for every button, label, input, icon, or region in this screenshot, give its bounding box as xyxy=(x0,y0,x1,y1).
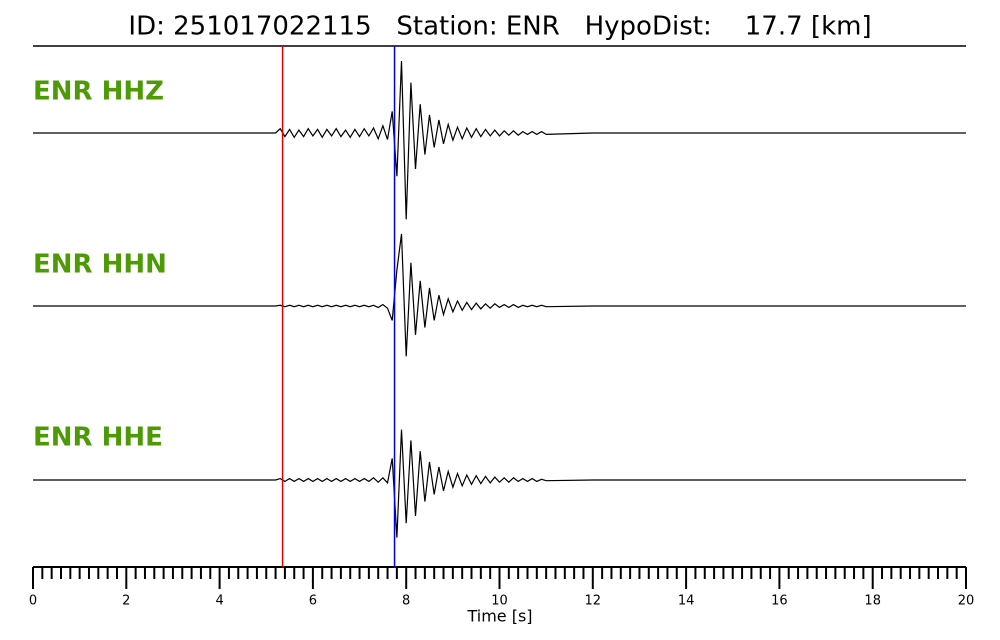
x-tick-label: 14 xyxy=(678,594,695,609)
x-tick-label: 4 xyxy=(215,594,223,609)
waveform xyxy=(33,429,966,538)
x-tick-label: 18 xyxy=(864,594,881,609)
chart-title: ID: 251017022115 Station: ENR HypoDist: … xyxy=(128,12,871,42)
waveform xyxy=(33,233,966,357)
x-axis-label: Time [s] xyxy=(466,607,532,626)
waveform xyxy=(33,60,966,220)
trace-label: ENR HHE xyxy=(33,423,163,453)
trace-label: ENR HHN xyxy=(33,250,167,280)
x-tick-label: 2 xyxy=(122,594,130,609)
x-tick-label: 8 xyxy=(402,594,410,609)
x-tick-label: 0 xyxy=(29,594,37,609)
x-tick-label: 10 xyxy=(491,594,508,609)
trace-label: ENR HHZ xyxy=(33,77,164,107)
x-tick-label: 6 xyxy=(309,594,317,609)
x-tick-label: 12 xyxy=(585,594,602,609)
x-tick-label: 16 xyxy=(771,594,788,609)
x-tick-label: 20 xyxy=(958,594,975,609)
